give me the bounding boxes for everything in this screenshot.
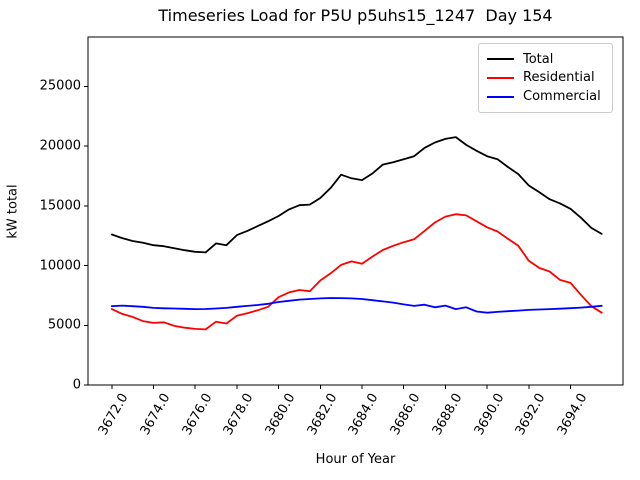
y-tick-label: 20000 <box>39 138 81 154</box>
x-axis-label: Hour of Year <box>315 452 396 467</box>
legend-line-swatch-commercial <box>487 95 514 98</box>
y-tick-label: 0 <box>72 377 81 393</box>
legend-line-swatch-total <box>487 58 514 61</box>
y-tick-label: 15000 <box>39 198 81 214</box>
legend-item-residential: Residential <box>487 69 604 87</box>
legend-line-swatch-residential <box>487 76 514 79</box>
series-line-total <box>110 136 603 254</box>
legend-item-commercial: Commercial <box>487 88 604 106</box>
series-line-residential <box>110 213 603 331</box>
legend-label-total: Total <box>523 51 554 67</box>
y-tick-label: 25000 <box>39 78 81 94</box>
legend: Total Residential Commercial <box>478 43 613 113</box>
legend-label-commercial: Commercial <box>523 89 601 105</box>
series-line-commercial <box>110 297 603 314</box>
axes-spines <box>87 36 624 386</box>
y-tick-label: 10000 <box>39 258 81 274</box>
y-axis-label: kW total <box>5 184 21 239</box>
chart-title: Timeseries Load for P5U p5uhs15_1247 Day… <box>158 6 553 25</box>
legend-label-residential: Residential <box>523 70 595 86</box>
legend-item-total: Total <box>487 50 604 68</box>
y-tick-label: 5000 <box>47 317 81 333</box>
